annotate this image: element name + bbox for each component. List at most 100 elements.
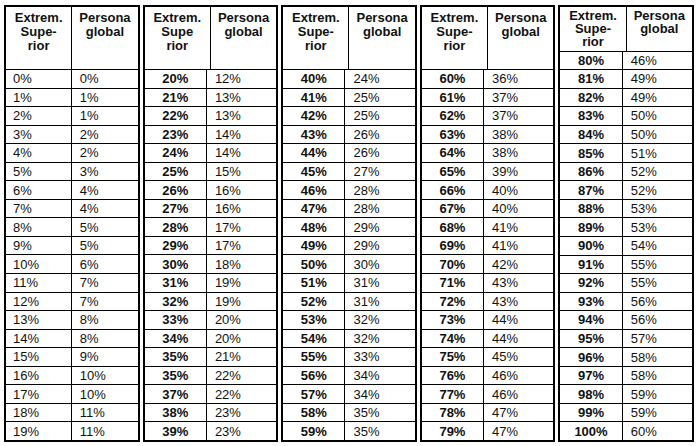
table-header-row: Extrem. Supe riorPersona global [145, 7, 277, 69]
extrem-superior-value: 82% [560, 89, 621, 107]
table-row: 82%49% [560, 88, 692, 107]
table-row: 53%32% [283, 310, 415, 329]
persona-global-value: 44% [483, 330, 553, 348]
table-row: 47%28% [283, 199, 415, 218]
extrem-superior-value: 68% [422, 218, 483, 236]
table-header-row: Extrem. Supe- riorPersona global [283, 7, 415, 69]
table-row: 92%55% [560, 273, 692, 292]
extrem-superior-value: 38% [145, 404, 206, 422]
extrem-superior-value: 84% [560, 126, 621, 144]
extrem-superior-value: 6% [6, 181, 71, 199]
extrem-superior-value: 54% [283, 330, 344, 348]
extrem-superior-value: 61% [422, 89, 483, 107]
extrem-superior-value: 73% [422, 311, 483, 329]
persona-global-value: 14% [206, 126, 276, 144]
persona-global-value: 40% [483, 200, 553, 218]
extrem-superior-value: 26% [145, 181, 206, 199]
table-row: 93%56% [560, 292, 692, 311]
table-row: 37%22% [145, 384, 277, 403]
table-row: 73%44% [422, 310, 554, 329]
persona-global-value: 14% [206, 144, 276, 162]
page-background: { "colors": { "background": "#ffffff", "… [0, 0, 698, 446]
table-row: 32%19% [145, 292, 277, 311]
extrem-superior-value: 77% [422, 385, 483, 403]
table-row: 29%17% [145, 236, 277, 255]
persona-global-value: 49% [622, 70, 692, 88]
table-row: 22%13% [145, 106, 277, 125]
table-row: 64%38% [422, 143, 554, 162]
table-row: 26%16% [145, 180, 277, 199]
extrem-superior-value: 47% [283, 200, 344, 218]
extrem-superior-value: 52% [283, 293, 344, 311]
persona-global-value: 35% [344, 404, 414, 422]
table-row: 63%38% [422, 125, 554, 144]
table-row: 95%57% [560, 329, 692, 348]
table-row: 21%13% [145, 88, 277, 107]
table-row: 28%17% [145, 217, 277, 236]
column-header-persona-global: Persona global [626, 7, 692, 51]
table-row: 77%46% [422, 384, 554, 403]
persona-global-value: 19% [206, 293, 276, 311]
extrem-superior-value: 14% [6, 330, 71, 348]
extrem-superior-value: 23% [145, 126, 206, 144]
table-row: 12%7% [6, 292, 138, 311]
extrem-superior-value: 96% [560, 348, 621, 366]
persona-global-value: 39% [483, 163, 553, 181]
table-row: 44%26% [283, 143, 415, 162]
persona-global-value: 28% [344, 181, 414, 199]
table-row: 79%47% [422, 421, 554, 440]
extrem-superior-value: 60% [422, 70, 483, 88]
extrem-superior-value: 46% [283, 181, 344, 199]
persona-global-value: 2% [71, 144, 138, 162]
persona-global-value: 41% [483, 237, 553, 255]
extrem-superior-value: 78% [422, 404, 483, 422]
table-row: 100%60% [560, 421, 692, 440]
persona-global-value: 31% [344, 274, 414, 292]
table-row: 89%53% [560, 217, 692, 236]
persona-global-value: 12% [206, 70, 276, 88]
persona-global-value: 21% [206, 348, 276, 366]
table-row: 0%0% [6, 69, 138, 88]
table-row: 39%23% [145, 421, 277, 440]
extrem-superior-value: 2% [6, 107, 71, 125]
persona-global-value: 16% [206, 200, 276, 218]
table-group-4: Extrem. Supe- riorPersona global60%36%61… [420, 5, 556, 442]
extrem-superior-value: 9% [6, 237, 71, 255]
extrem-superior-value: 31% [145, 274, 206, 292]
persona-global-value: 31% [344, 293, 414, 311]
column-header-extrem-superior: Extrem. Supe rior [145, 7, 210, 69]
table-row: 78%47% [422, 403, 554, 422]
percentile-conversion-table: Extrem. Supe- riorPersona global0%0%1%1%… [4, 5, 694, 442]
persona-global-value: 37% [483, 89, 553, 107]
extrem-superior-value: 89% [560, 218, 621, 236]
extrem-superior-value: 5% [6, 163, 71, 181]
table-row: 3%2% [6, 125, 138, 144]
persona-global-value: 45% [483, 348, 553, 366]
extrem-superior-value: 4% [6, 144, 71, 162]
table-row: 72%43% [422, 292, 554, 311]
table-header-row: Extrem. Supe- riorPersona global [6, 7, 138, 69]
extrem-superior-value: 35% [145, 367, 206, 385]
extrem-superior-value: 1% [6, 89, 71, 107]
extrem-superior-value: 99% [560, 404, 621, 422]
extrem-superior-value: 44% [283, 144, 344, 162]
table-row: 83%50% [560, 106, 692, 125]
extrem-superior-value: 95% [560, 330, 621, 348]
extrem-superior-value: 10% [6, 255, 71, 273]
persona-global-value: 17% [206, 218, 276, 236]
column-header-extrem-superior: Extrem. Supe- rior [560, 7, 625, 51]
persona-global-value: 23% [206, 404, 276, 422]
table-row: 1%1% [6, 88, 138, 107]
persona-global-value: 16% [206, 181, 276, 199]
persona-global-value: 43% [483, 274, 553, 292]
table-row: 46%28% [283, 180, 415, 199]
persona-global-value: 32% [344, 330, 414, 348]
persona-global-value: 24% [344, 70, 414, 88]
extrem-superior-value: 22% [145, 107, 206, 125]
table-row: 61%37% [422, 88, 554, 107]
extrem-superior-value: 79% [422, 422, 483, 440]
persona-global-value: 10% [71, 385, 138, 403]
persona-global-value: 55% [622, 256, 692, 274]
column-header-persona-global: Persona global [71, 7, 137, 69]
extrem-superior-value: 17% [6, 385, 71, 403]
